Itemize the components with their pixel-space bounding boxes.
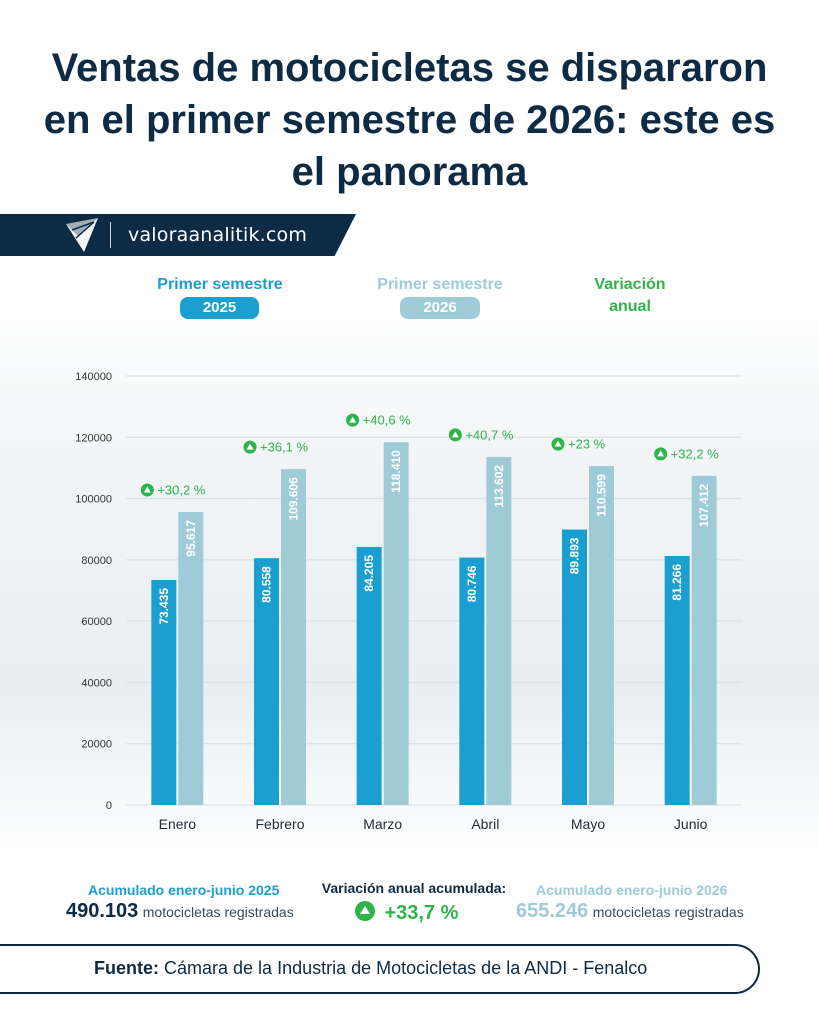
legend-2026-year: 2026 — [400, 297, 480, 319]
summary-variation: Variación anual acumulada: — [314, 880, 514, 896]
legend-2026-label: Primer semestre — [377, 276, 503, 293]
legend-variation-line1: Variación — [594, 276, 666, 293]
x-category-label: Febrero — [255, 816, 304, 832]
y-tick-label: 20000 — [81, 739, 112, 751]
y-tick-label: 0 — [106, 800, 112, 812]
summary-variation-label: Variación anual acumulada: — [321, 880, 507, 896]
summary-2026-unit: motocicletas registradas — [592, 904, 744, 920]
x-category-label: Enero — [159, 816, 197, 832]
source-citation: Fuente: Cámara de la Industria de Motoci… — [94, 958, 647, 979]
brand-banner — [0, 214, 356, 256]
summary-2026-total: 655.246 motocicletas registradas — [516, 900, 744, 923]
summary-2026: Acumulado enero-junio 2026 — [536, 882, 727, 898]
bar-2026-value-label: 107.412 — [697, 484, 711, 528]
brand-separator — [110, 222, 111, 248]
source-text: Cámara de la Industria de Motocicletas d… — [164, 958, 648, 978]
bar-2026 — [589, 466, 614, 805]
legend-2025-label: Primer semestre — [157, 276, 283, 293]
bar-2026 — [383, 442, 409, 805]
up-arrow-glyph — [554, 440, 562, 447]
bar-2026 — [281, 469, 306, 805]
up-arrow-icon — [355, 901, 375, 921]
source-prefix: Fuente: — [94, 958, 159, 978]
summary-2026-value: 655.246 — [516, 900, 589, 922]
bar-2026-value-label: 109.606 — [287, 477, 301, 521]
summary-variation-total: +33,7 % — [354, 900, 458, 925]
summary-2025-total: 490.103 motocicletas registradas — [66, 900, 294, 923]
bar-2025-value-label: 80.558 — [260, 566, 274, 603]
bar-2026-value-label: 110.599 — [595, 474, 609, 517]
bar-2026-value-label: 113.602 — [492, 465, 506, 508]
y-tick-label: 120000 — [75, 432, 112, 444]
legend-variation-line2: anual — [609, 298, 651, 315]
bar-2025-value-label: 84.205 — [362, 555, 376, 592]
y-tick-label: 100000 — [75, 494, 112, 506]
summary-2025-label: Acumulado enero-junio 2025 — [88, 882, 280, 898]
bar-2025 — [151, 579, 177, 805]
up-arrow-glyph — [451, 431, 459, 438]
summary-2025: Acumulado enero-junio 2025 — [88, 882, 279, 898]
variation-label: +40,7 % — [465, 427, 514, 442]
bar-2025 — [459, 557, 485, 805]
summary-variation-value: +33,7 % — [384, 902, 459, 924]
brand-site-link[interactable]: valoraanalitik.com — [128, 224, 308, 246]
summary-2025-unit: motocicletas registradas — [142, 904, 294, 920]
summary-2026-label: Acumulado enero-junio 2026 — [536, 882, 728, 898]
y-tick-label: 140000 — [75, 371, 112, 383]
x-category-label: Abril — [471, 816, 499, 832]
x-category-label: Mayo — [571, 816, 605, 832]
bar-2025-value-label: 81.266 — [670, 564, 684, 601]
bar-2025 — [664, 555, 690, 805]
bar-2025-value-label: 89.893 — [568, 537, 582, 574]
bar-chart: 0 20000 40000 60000 80000 100000 120000 140000 7… — [75, 371, 742, 832]
up-arrow-glyph — [143, 486, 151, 493]
bar-2025 — [254, 558, 279, 805]
y-tick-label: 80000 — [81, 555, 112, 567]
page-title: Ventas de motocicletas se dispararon en … — [43, 46, 776, 194]
variation-label: +23 % — [568, 437, 606, 452]
bar-2026-value-label: 118.410 — [389, 450, 403, 493]
up-arrow-glyph — [657, 450, 665, 457]
x-category-label: Marzo — [363, 816, 402, 832]
variation-label: +36,1 % — [260, 440, 309, 455]
bar-2025 — [356, 546, 382, 805]
variation-label: +32,2 % — [671, 446, 720, 461]
x-category-label: Junio — [674, 816, 708, 832]
summary-2025-value: 490.103 — [66, 900, 139, 922]
variation-label: +30,2 % — [157, 483, 206, 498]
bar-2025 — [562, 529, 587, 805]
bar-2026 — [486, 456, 512, 805]
bar-2025-value-label: 80.746 — [465, 565, 479, 602]
up-arrow-glyph — [349, 416, 357, 423]
up-arrow-glyph — [246, 443, 254, 450]
bar-2026 — [691, 475, 717, 805]
bar-2026-value-label: 95.617 — [184, 520, 198, 557]
brand-logo-icon — [66, 218, 98, 252]
legend-2025-year: 2025 — [180, 297, 259, 319]
variation-label: +40,6 % — [363, 413, 412, 428]
source-frame — [0, 944, 760, 994]
y-tick-label: 40000 — [81, 677, 112, 689]
y-tick-label: 60000 — [81, 616, 112, 628]
bar-2025-value-label: 73.435 — [157, 588, 171, 625]
bar-2026 — [178, 512, 204, 805]
